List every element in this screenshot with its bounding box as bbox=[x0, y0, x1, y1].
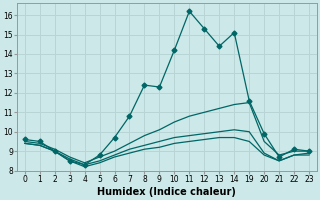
X-axis label: Humidex (Indice chaleur): Humidex (Indice chaleur) bbox=[98, 187, 236, 197]
